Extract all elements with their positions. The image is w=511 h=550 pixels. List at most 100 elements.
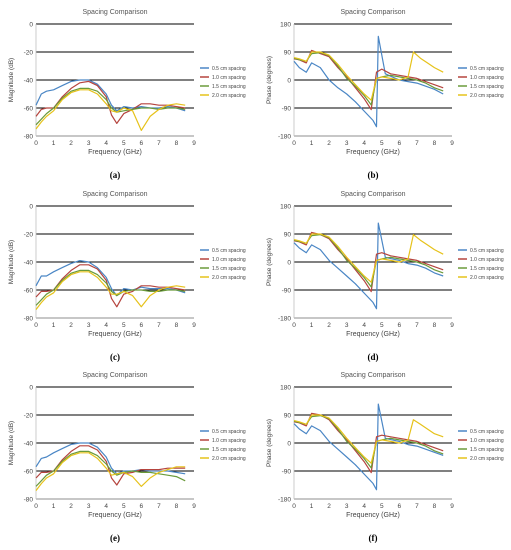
- x-axis-label: Frequency (GHz): [88, 512, 142, 519]
- legend-entry: 1.0 cm spacing: [212, 75, 246, 81]
- panel-label: (a): [110, 170, 121, 180]
- legend-entry: 0.5 cm spacing: [470, 248, 504, 254]
- panel-label: (f): [369, 533, 378, 543]
- x-tick-label: 1: [52, 322, 56, 329]
- y-tick-label: -20: [24, 232, 34, 239]
- series-line-2-0-cm-spacing: [35, 452, 186, 491]
- chart-title: Spacing Comparison: [341, 9, 406, 16]
- legend-entry: 2.0 cm spacing: [470, 275, 504, 281]
- x-tick-label: 5: [380, 140, 384, 147]
- legend-entry: 1.0 cm spacing: [470, 75, 504, 81]
- series-line-1-5-cm-spacing: [293, 415, 444, 469]
- y-tick-label: 0: [287, 78, 291, 85]
- x-tick-label: 6: [398, 140, 402, 147]
- legend-entry: 2.0 cm spacing: [212, 275, 246, 281]
- y-tick-label: 0: [29, 385, 33, 392]
- series-line-2-0-cm-spacing: [35, 89, 186, 131]
- x-tick-label: 4: [104, 503, 108, 510]
- y-tick-label: -20: [24, 413, 34, 420]
- series-line-0-5-cm-spacing: [293, 403, 444, 491]
- x-axis-label: Frequency (GHz): [88, 149, 142, 156]
- x-tick-label: 7: [157, 140, 161, 147]
- series-line-2-0-cm-spacing: [293, 233, 444, 283]
- y-tick-label: 180: [280, 22, 291, 29]
- y-tick-label: -90: [282, 106, 292, 113]
- x-tick-label: 4: [362, 140, 366, 147]
- y-tick-label: -40: [24, 260, 34, 267]
- x-tick-label: 9: [192, 322, 196, 329]
- x-tick-label: 0: [34, 322, 38, 329]
- x-tick-label: 3: [87, 503, 91, 510]
- y-tick-label: -80: [24, 497, 34, 504]
- y-tick-label: 0: [287, 260, 291, 267]
- y-tick-label: -60: [24, 469, 34, 476]
- x-tick-label: 0: [292, 322, 296, 329]
- panel-label: (e): [110, 533, 120, 543]
- x-tick-label: 2: [69, 140, 73, 147]
- x-tick-label: 1: [310, 322, 314, 329]
- x-tick-label: 8: [175, 322, 179, 329]
- y-tick-label: -60: [24, 288, 34, 295]
- x-tick-label: 4: [362, 322, 366, 329]
- legend-entry: 2.0 cm spacing: [470, 456, 504, 462]
- x-tick-label: 9: [192, 503, 196, 510]
- x-tick-label: 7: [157, 322, 161, 329]
- y-axis-label: Magnitude (dB): [8, 58, 15, 102]
- x-tick-label: 4: [104, 322, 108, 329]
- x-tick-label: 6: [398, 322, 402, 329]
- series-line-0-5-cm-spacing: [35, 79, 186, 112]
- y-tick-label: -90: [282, 288, 292, 295]
- series-line-2-0-cm-spacing: [293, 414, 444, 464]
- x-tick-label: 8: [433, 503, 437, 510]
- x-tick-label: 6: [140, 140, 144, 147]
- x-tick-label: 3: [87, 322, 91, 329]
- series-line-1-0-cm-spacing: [293, 412, 444, 474]
- y-tick-label: -60: [24, 106, 34, 113]
- panel-label: (d): [368, 352, 379, 362]
- x-tick-label: 3: [345, 322, 349, 329]
- series-line-0-5-cm-spacing: [35, 442, 186, 475]
- x-tick-label: 9: [450, 322, 454, 329]
- legend-entry: 0.5 cm spacing: [470, 429, 504, 435]
- x-tick-label: 1: [310, 503, 314, 510]
- y-tick-label: 0: [29, 204, 33, 211]
- legend-entry: 1.5 cm spacing: [470, 84, 504, 90]
- chart-title: Spacing Comparison: [341, 191, 406, 198]
- x-tick-label: 7: [415, 503, 419, 510]
- x-tick-label: 0: [34, 503, 38, 510]
- series-line-1-5-cm-spacing: [293, 51, 444, 106]
- y-tick-label: -40: [24, 441, 34, 448]
- x-tick-label: 6: [398, 503, 402, 510]
- y-tick-label: -90: [282, 469, 292, 476]
- x-tick-label: 2: [69, 503, 73, 510]
- x-tick-label: 0: [292, 503, 296, 510]
- x-tick-label: 3: [345, 503, 349, 510]
- x-tick-label: 0: [292, 140, 296, 147]
- panel-label: (b): [368, 170, 379, 180]
- y-tick-label: 180: [280, 204, 291, 211]
- legend-entry: 0.5 cm spacing: [470, 66, 504, 72]
- series-line-2-0-cm-spacing: [35, 271, 186, 310]
- chart-title: Spacing Comparison: [83, 372, 148, 379]
- y-axis-label: Phase (degrees): [266, 238, 273, 286]
- y-tick-label: -180: [278, 134, 291, 141]
- legend-entry: 1.5 cm spacing: [212, 84, 246, 90]
- x-tick-label: 4: [104, 140, 108, 147]
- y-tick-label: -80: [24, 134, 34, 141]
- legend-entry: 1.5 cm spacing: [470, 447, 504, 453]
- y-axis-label: Magnitude (dB): [8, 240, 15, 284]
- x-tick-label: 9: [450, 503, 454, 510]
- legend-entry: 0.5 cm spacing: [212, 66, 246, 72]
- x-tick-label: 5: [122, 503, 126, 510]
- series-line-0-5-cm-spacing: [293, 222, 444, 310]
- y-tick-label: -80: [24, 316, 34, 323]
- y-axis-label: Phase (degrees): [266, 419, 273, 467]
- x-tick-label: 5: [122, 322, 126, 329]
- x-tick-label: 3: [87, 140, 91, 147]
- x-tick-label: 9: [192, 140, 196, 147]
